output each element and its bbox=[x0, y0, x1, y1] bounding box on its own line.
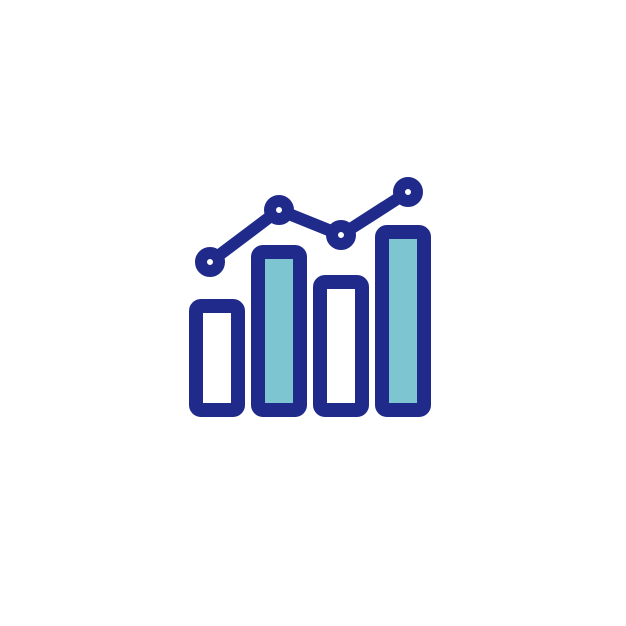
trend-marker-2 bbox=[270, 201, 288, 219]
bar-2 bbox=[258, 252, 300, 410]
bar-4 bbox=[382, 232, 424, 410]
trend-marker-4 bbox=[399, 183, 417, 201]
bar-3 bbox=[320, 282, 362, 410]
analytics-chart-icon bbox=[0, 0, 626, 626]
bar-1 bbox=[196, 306, 238, 410]
chart-svg bbox=[0, 0, 626, 626]
trend-marker-1 bbox=[201, 253, 219, 271]
trend-marker-3 bbox=[332, 226, 350, 244]
